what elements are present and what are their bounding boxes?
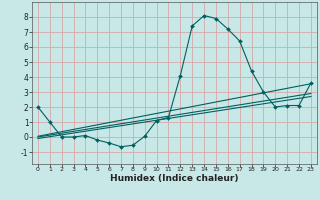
- X-axis label: Humidex (Indice chaleur): Humidex (Indice chaleur): [110, 174, 239, 183]
